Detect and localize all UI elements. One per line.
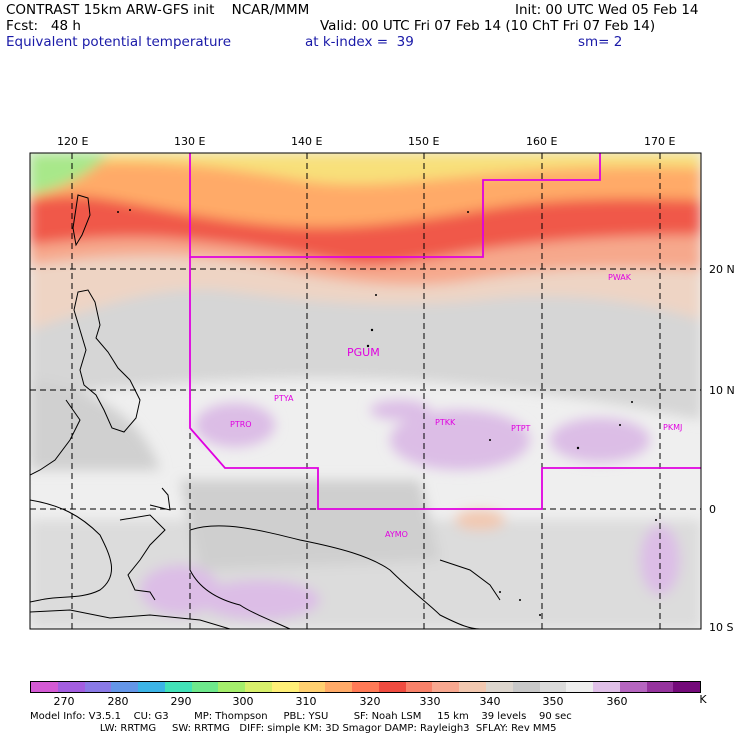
colorbar-swatch (593, 682, 620, 692)
colorbar-swatch (673, 682, 701, 692)
lon-label: 150 E (408, 135, 440, 148)
borneo-east-coast (30, 499, 113, 603)
station-label: PTYA (274, 394, 294, 403)
colorbar-swatch (138, 682, 165, 692)
station-label: PGUM (347, 346, 380, 359)
model-info-line1: Model Info: V3.5.1 CU: G3 MP: Thompson P… (30, 711, 572, 722)
colorbar-swatch (459, 682, 487, 692)
philippines-coast (73, 289, 141, 433)
small-islands (117, 209, 657, 616)
domain-outline-north (189, 153, 601, 258)
colorbar-swatch (352, 682, 379, 692)
taiwan-coast (72, 194, 91, 247)
colorbar-swatch (164, 682, 192, 692)
colorbar-swatch (432, 682, 460, 692)
lat-label: 10 N (709, 384, 735, 397)
new-britain-coast (439, 559, 501, 601)
map-frame (29, 152, 702, 630)
colorbar-swatch (405, 682, 433, 692)
smoothing: sm= 2 (578, 34, 623, 50)
colorbar-swatch (245, 682, 272, 692)
forecast-hour: Fcst: 48 h (6, 18, 81, 34)
lon-label: 170 E (644, 135, 676, 148)
colorbar-tick: 280 (107, 695, 129, 708)
colorbar-tick: 320 (359, 695, 381, 708)
lesser-sunda-coast (30, 609, 231, 629)
station-label: PKMJ (663, 423, 683, 432)
field-name: Equivalent potential temperature (6, 34, 232, 50)
colorbar-swatch (57, 682, 85, 692)
sulawesi-coast (119, 514, 166, 601)
colorbar-swatch (298, 682, 326, 692)
colorbar-swatch (539, 682, 567, 692)
colorbar-swatch (646, 682, 674, 692)
station-label: PTKK (435, 418, 456, 427)
colorbar-swatch (218, 682, 246, 692)
colorbar-swatch (271, 682, 299, 692)
model-title: CONTRAST 15km ARW-GFS init NCAR/MMM (6, 2, 310, 18)
lat-label: 20 N (709, 263, 735, 276)
lon-label: 120 E (57, 135, 89, 148)
sulawesi-north-arm (149, 487, 171, 511)
lon-label: 160 E (526, 135, 558, 148)
station-label: PTRO (230, 420, 252, 429)
init-time: Init: 00 UTC Wed 05 Feb 14 (515, 2, 699, 18)
colorbar-tick: 360 (606, 695, 628, 708)
coastlines (30, 194, 501, 629)
colorbar-tick: 270 (53, 695, 75, 708)
colorbar-tick: 350 (542, 695, 564, 708)
colorbar-unit: K (699, 693, 707, 706)
colorbar-swatch (512, 682, 540, 692)
colorbar-swatch (191, 682, 219, 692)
station-label: PWAK (608, 273, 632, 282)
lon-label: 130 E (174, 135, 206, 148)
model-info-line2: LW: RRTMG SW: RRTMG DIFF: simple KM: 3D … (30, 723, 557, 734)
colorbar-tick: 330 (419, 695, 441, 708)
station-label: PTPT (511, 424, 531, 433)
lat-label: 0 (709, 503, 716, 516)
lat-label: 10 S (709, 621, 734, 634)
valid-time: Valid: 00 UTC Fri 07 Feb 14 (10 ChT Fri … (320, 18, 656, 34)
colorbar-tick: 290 (170, 695, 192, 708)
colorbar (30, 681, 701, 693)
colorbar-tick: 300 (232, 695, 254, 708)
colorbar-tick: 310 (295, 695, 317, 708)
colorbar-swatch (111, 682, 139, 692)
colorbar-tick: 340 (479, 695, 501, 708)
colorbar-swatch (31, 682, 58, 692)
station-label: AYMO (385, 530, 408, 539)
lon-label: 140 E (291, 135, 323, 148)
new-guinea-coast (189, 525, 481, 629)
shaded-field (30, 153, 701, 629)
colorbar-swatch (486, 682, 513, 692)
colorbar-swatch (84, 682, 112, 692)
domain-outline-south (189, 257, 701, 510)
colorbar-swatch (325, 682, 353, 692)
colorbar-swatch (566, 682, 594, 692)
colorbar-swatch (378, 682, 406, 692)
colorbar-swatch (619, 682, 647, 692)
borneo-north-coast (30, 399, 81, 476)
level-index: at k-index = 39 (305, 34, 414, 50)
